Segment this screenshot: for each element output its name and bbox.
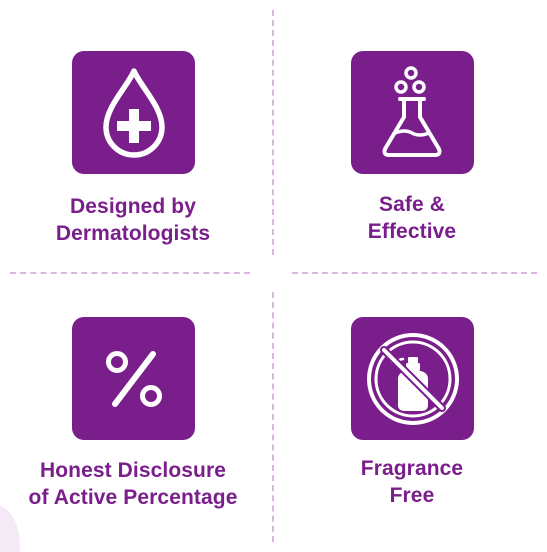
feature-caption-safe-effective: Safe & Effective bbox=[282, 191, 542, 245]
feature-tile-disclosure bbox=[72, 317, 195, 440]
feature-tile-safe-effective bbox=[351, 51, 474, 174]
percent-icon bbox=[105, 350, 162, 407]
decorative-blob bbox=[0, 505, 20, 552]
caption-line: Effective bbox=[367, 220, 457, 243]
caption-line: Dermatologists bbox=[55, 222, 211, 245]
horizontal-divider-right bbox=[292, 272, 537, 274]
feature-caption-fragrance-free: Fragrance Free bbox=[282, 455, 542, 509]
caption-line: Free bbox=[389, 484, 435, 507]
feature-tile-fragrance-free bbox=[351, 317, 474, 440]
feature-caption-dermatologists: Designed by Dermatologists bbox=[3, 193, 263, 247]
caption-line: Safe & bbox=[379, 193, 445, 216]
medical-drop-icon bbox=[102, 67, 165, 158]
caption-line: Designed by bbox=[70, 195, 196, 218]
no-fragrance-icon bbox=[366, 332, 459, 425]
caption-line: Honest Disclosure bbox=[39, 459, 227, 482]
vertical-divider-bottom bbox=[272, 292, 274, 542]
feature-caption-disclosure: Honest Disclosure of Active Percentage bbox=[3, 457, 263, 511]
feature-tile-dermatologists bbox=[72, 51, 195, 174]
caption-line: of Active Percentage bbox=[28, 486, 238, 509]
vertical-divider-top bbox=[272, 10, 274, 255]
caption-line: Fragrance bbox=[360, 457, 464, 480]
flask-icon bbox=[382, 65, 441, 157]
horizontal-divider-left bbox=[10, 272, 250, 274]
